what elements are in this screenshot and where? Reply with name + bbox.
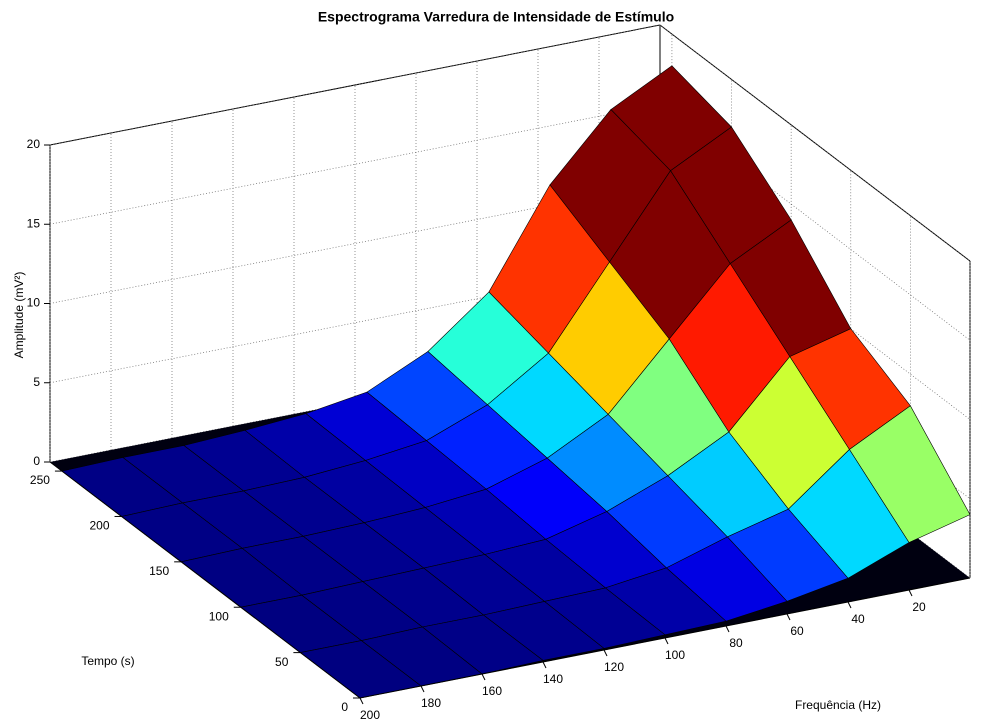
z-tick-label: 5: [33, 375, 40, 389]
y-tick-label: 200: [90, 519, 110, 533]
x-tick: [848, 602, 851, 608]
x-tick-label: 40: [851, 612, 865, 626]
chart: Espectrograma Varredura de Intensidade d…: [0, 0, 992, 720]
x-tick-label: 200: [360, 708, 380, 720]
y-axis-label: Tempo (s): [81, 654, 134, 668]
z-axis-label: Amplitude (mV²): [12, 272, 26, 359]
z-tick-label: 15: [27, 216, 41, 230]
x-tick-label: 20: [912, 600, 926, 614]
y-tick-label: 0: [341, 700, 348, 714]
y-tick-label: 250: [30, 473, 50, 487]
x-tick: [421, 686, 424, 692]
chart-title: Espectrograma Varredura de Intensidade d…: [318, 9, 674, 25]
x-tick: [543, 662, 546, 668]
x-tick: [726, 626, 729, 632]
x-tick: [787, 614, 790, 620]
z-tick-label: 10: [27, 296, 41, 310]
y-tick-label: 150: [149, 564, 169, 578]
x-tick: [360, 698, 363, 704]
x-tick: [604, 650, 607, 656]
x-tick-label: 100: [665, 648, 685, 662]
x-tick-label: 120: [604, 660, 624, 674]
z-tick-label: 20: [27, 137, 41, 151]
x-axis-label: Frequência (Hz): [795, 698, 881, 712]
y-tick-label: 50: [275, 655, 289, 669]
plot-area: 2040608010012014016018020005010015020025…: [27, 25, 970, 720]
x-tick-label: 160: [482, 684, 502, 698]
x-tick: [482, 674, 485, 680]
x-tick-label: 140: [543, 672, 563, 686]
x-tick: [665, 638, 668, 644]
x-tick-label: 180: [421, 696, 441, 710]
z-tick-label: 0: [33, 454, 40, 468]
x-tick-label: 60: [790, 624, 804, 638]
x-tick-label: 80: [729, 636, 743, 650]
x-tick: [909, 590, 912, 596]
y-tick-label: 100: [209, 609, 229, 623]
